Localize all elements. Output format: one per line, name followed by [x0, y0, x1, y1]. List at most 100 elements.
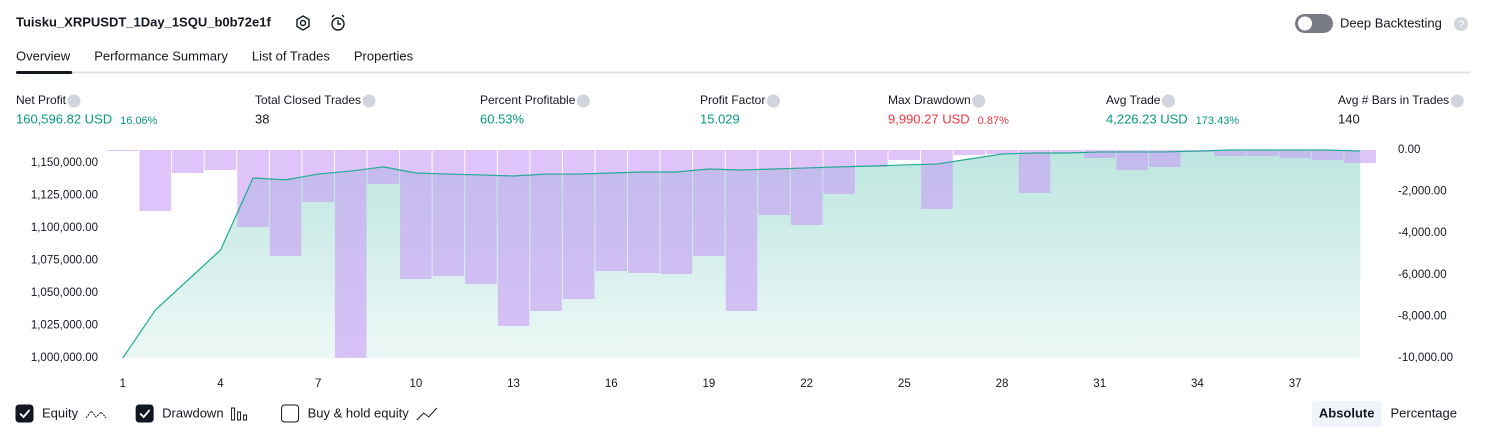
drawdown-bar	[530, 150, 562, 311]
x-tick-label: 28	[996, 378, 1009, 390]
x-tick-label: 31	[1093, 378, 1106, 390]
drawdown-bar	[725, 150, 758, 311]
drawdown-bar	[921, 150, 953, 210]
drawdown-bar	[1149, 150, 1181, 167]
y-tick-label: 1,025,000.00	[31, 320, 98, 332]
x-tick-label: 19	[703, 378, 716, 390]
legend-icon	[231, 407, 248, 421]
tab[interactable]: Properties	[354, 48, 414, 63]
x-tick-label: 37	[1289, 378, 1302, 390]
legend-label: Buy & hold equity	[308, 405, 410, 420]
legend-label: Equity	[42, 405, 79, 420]
drawdown-bar	[628, 150, 660, 273]
stat-value: 15.029	[700, 111, 740, 126]
x-tick-label: 34	[1191, 378, 1204, 390]
stat-label: Max Drawdown	[888, 93, 971, 107]
drawdown-bar	[758, 150, 790, 215]
drawdown-bar	[1018, 150, 1051, 193]
svg-text:?: ?	[1458, 19, 1464, 31]
stat-label: Net Profit	[16, 93, 67, 107]
y2-tick-label: -8,000.00	[1398, 310, 1447, 322]
toggle-label: Deep Backtesting	[1340, 15, 1442, 30]
checkbox[interactable]	[135, 404, 154, 423]
drawdown-bar	[1344, 150, 1376, 163]
info-icon[interactable]	[67, 94, 81, 108]
y2-tick-label: -2,000.00	[1398, 186, 1447, 198]
drawdown-bar	[107, 150, 139, 152]
y-tick-label: 1,100,000.00	[31, 222, 98, 234]
tab[interactable]: Performance Summary	[94, 48, 228, 63]
info-icon[interactable]	[1161, 94, 1175, 108]
x-tick-label: 7	[315, 378, 321, 390]
drawdown-bar	[269, 150, 302, 256]
drawdown-bar	[172, 150, 204, 174]
tab-underline	[16, 71, 73, 74]
info-icon[interactable]	[972, 94, 986, 108]
stat-value: 140	[1338, 111, 1360, 126]
stat-value: 9,990.27 USD	[888, 111, 970, 126]
stat-label: Percent Profitable	[480, 93, 576, 107]
settings-icon[interactable]	[296, 15, 310, 31]
strategy-title: Tuisku_XRPUSDT_1Day_1SQU_b0b72e1f	[16, 14, 271, 29]
stat-value: 160,596.82 USD	[16, 111, 112, 126]
mode-bg	[1311, 401, 1382, 427]
drawdown-bar	[1116, 150, 1149, 171]
y-tick-label: 1,075,000.00	[31, 255, 98, 267]
tab[interactable]: List of Trades	[252, 48, 331, 63]
drawdown-bar	[1051, 150, 1083, 153]
drawdown-bar	[204, 150, 237, 171]
stat-label: Avg # Bars in Trades	[1338, 93, 1449, 107]
stat-percent: 173.43%	[1196, 115, 1240, 127]
info-icon[interactable]	[766, 94, 780, 108]
drawdown-bar	[986, 150, 1018, 154]
drawdown-bar	[1083, 150, 1116, 159]
x-tick-label: 25	[898, 378, 911, 390]
x-tick-label: 13	[507, 378, 520, 390]
stat-value: 38	[255, 111, 269, 126]
drawdown-bar	[660, 150, 693, 275]
drawdown-bar	[432, 150, 465, 277]
stat-value: 60.53%	[480, 111, 525, 126]
legend-icon	[85, 410, 107, 419]
stat-label: Profit Factor	[700, 93, 765, 107]
drawdown-bar	[237, 150, 269, 228]
drawdown-bar	[334, 150, 367, 358]
y2-tick-label: -10,000.00	[1398, 352, 1453, 364]
check	[19, 409, 31, 419]
y-tick-label: 1,150,000.00	[31, 157, 98, 169]
tab[interactable]: Overview	[16, 48, 71, 63]
drawdown-bar	[465, 150, 497, 284]
drawdown-bar	[1214, 150, 1246, 156]
y-tick-label: 1,000,000.00	[31, 352, 98, 364]
x-tick-label: 16	[605, 378, 618, 390]
drawdown-bar	[1279, 150, 1311, 159]
stat-percent: 0.87%	[978, 115, 1009, 127]
drawdown-bar	[595, 150, 628, 271]
mode-button[interactable]: Absolute	[1319, 405, 1375, 420]
drawdown-bar	[1311, 150, 1344, 161]
y2-tick-label: -4,000.00	[1398, 227, 1447, 239]
stat-label: Avg Trade	[1106, 93, 1161, 107]
drawdown-bar	[953, 150, 986, 155]
checkbox[interactable]	[15, 404, 34, 423]
y-tick-label: 1,125,000.00	[31, 190, 98, 202]
checkbox[interactable]	[281, 404, 300, 423]
mode-button[interactable]: Percentage	[1391, 405, 1458, 420]
drawdown-bar	[823, 150, 855, 194]
drawdown-bar	[400, 150, 432, 280]
deep-backtesting-toggle[interactable]	[1295, 14, 1333, 33]
info-icon[interactable]	[362, 94, 376, 108]
drawdown-bar	[790, 150, 823, 226]
info-icon[interactable]	[576, 94, 590, 108]
equity-line	[122, 149, 1361, 359]
alert-icon[interactable]	[331, 14, 345, 31]
info-icon[interactable]	[1450, 94, 1464, 108]
stat-label: Total Closed Trades	[255, 93, 361, 107]
help-icon[interactable]: ?	[1454, 17, 1468, 31]
drawdown-bar	[497, 150, 530, 327]
y-tick-label: 1,050,000.00	[31, 287, 98, 299]
stat-percent: 16.06%	[120, 115, 158, 127]
y2-tick-label: 0.00	[1398, 144, 1420, 156]
y2-tick-label: -6,000.00	[1398, 269, 1447, 281]
